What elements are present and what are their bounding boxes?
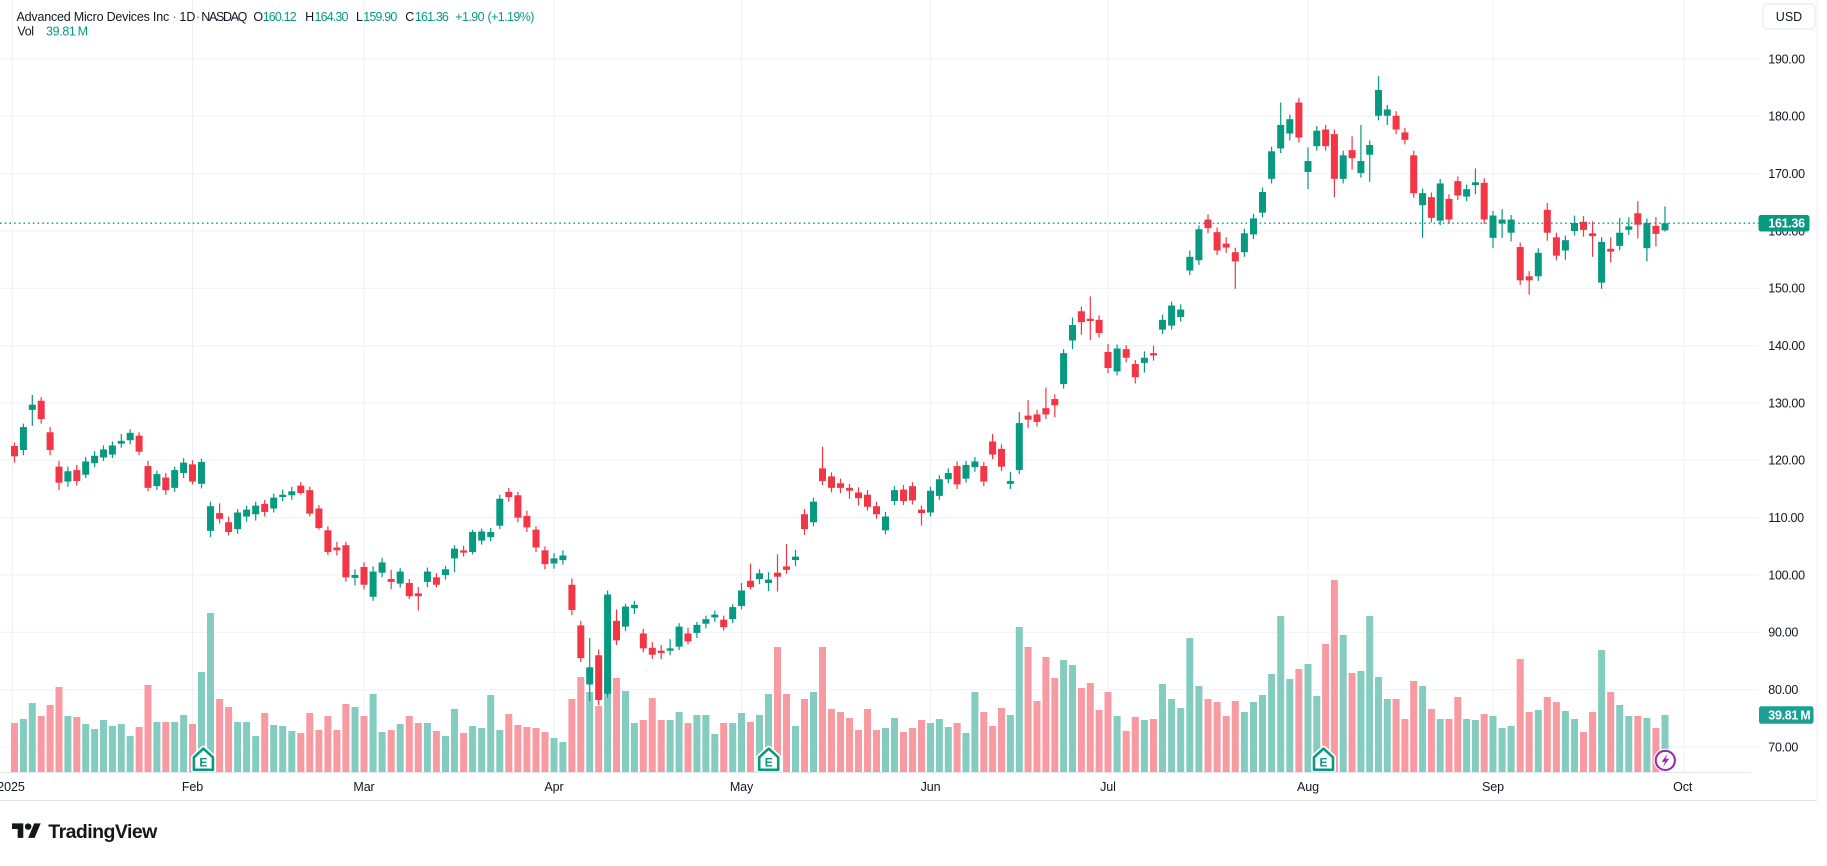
svg-text:C: C — [405, 10, 414, 24]
svg-text:110.00: 110.00 — [1768, 511, 1804, 525]
svg-text:L: L — [356, 10, 363, 24]
svg-text:120.00: 120.00 — [1768, 454, 1805, 468]
svg-text:E: E — [199, 756, 207, 770]
svg-text:·: · — [173, 10, 177, 24]
svg-text:Apr: Apr — [544, 780, 563, 794]
svg-text:39.81 M: 39.81 M — [1768, 709, 1810, 723]
svg-text:130.00: 130.00 — [1768, 396, 1805, 410]
svg-text:(+1.19%): (+1.19%) — [488, 10, 535, 24]
svg-text:Jun: Jun — [921, 780, 941, 794]
svg-text:Vol: Vol — [17, 25, 33, 39]
svg-text:E: E — [765, 756, 773, 770]
svg-text:2025: 2025 — [0, 780, 25, 794]
svg-text:Feb: Feb — [182, 780, 203, 794]
svg-text:+1.90: +1.90 — [455, 10, 484, 24]
svg-text:H: H — [305, 10, 314, 24]
svg-text:80.00: 80.00 — [1768, 683, 1798, 697]
svg-text:150.00: 150.00 — [1768, 282, 1805, 296]
svg-text:100.00: 100.00 — [1768, 568, 1805, 582]
svg-text:·: · — [196, 10, 200, 24]
svg-text:Mar: Mar — [353, 780, 374, 794]
svg-text:90.00: 90.00 — [1768, 626, 1798, 640]
svg-text:Aug: Aug — [1297, 780, 1319, 794]
svg-text:161.36: 161.36 — [1768, 217, 1805, 231]
svg-text:159.90: 159.90 — [363, 10, 397, 24]
svg-text:1D: 1D — [179, 10, 195, 24]
svg-text:O: O — [253, 10, 263, 24]
svg-text:170.00: 170.00 — [1768, 167, 1805, 181]
svg-text:161.36: 161.36 — [415, 10, 449, 24]
svg-text:NASDAQ: NASDAQ — [201, 10, 247, 24]
svg-text:Jul: Jul — [1100, 780, 1116, 794]
svg-text:164.30: 164.30 — [315, 10, 349, 24]
svg-text:Oct: Oct — [1673, 780, 1693, 794]
svg-text:140.00: 140.00 — [1768, 339, 1805, 353]
svg-text:Sep: Sep — [1482, 780, 1504, 794]
svg-text:190.00: 190.00 — [1768, 52, 1805, 66]
svg-text:70.00: 70.00 — [1768, 740, 1798, 754]
svg-text:USD: USD — [1776, 10, 1802, 24]
svg-text:180.00: 180.00 — [1768, 110, 1805, 124]
svg-text:E: E — [1319, 756, 1327, 770]
svg-text:39.81 M: 39.81 M — [46, 25, 88, 39]
svg-text:May: May — [730, 780, 754, 794]
svg-text:160.12: 160.12 — [263, 10, 297, 24]
svg-text:Advanced Micro Devices Inc: Advanced Micro Devices Inc — [17, 10, 170, 24]
svg-text:TradingView: TradingView — [48, 821, 158, 843]
